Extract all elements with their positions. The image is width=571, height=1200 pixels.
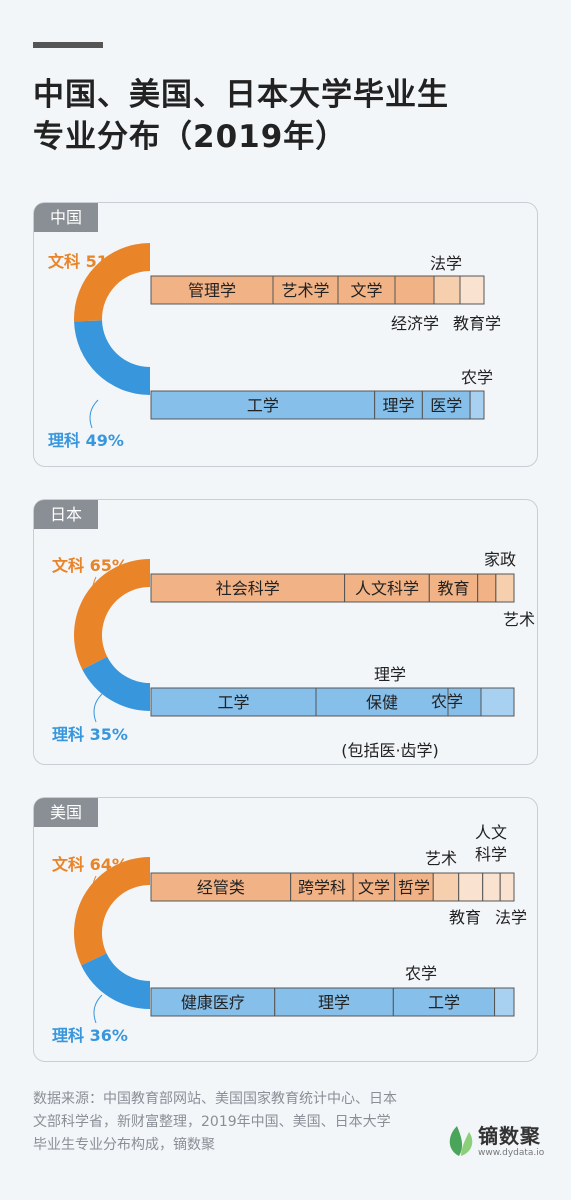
science-share-arc bbox=[81, 953, 150, 1009]
arts-bar-segment bbox=[432, 872, 460, 902]
arts-leader-line bbox=[92, 875, 101, 903]
arts-segment-label: 教育 bbox=[437, 579, 469, 598]
science-segment-label: 保健 bbox=[366, 693, 398, 712]
science-segment-label: 理学 bbox=[374, 665, 406, 684]
arts-segment-label: 法学 bbox=[430, 254, 462, 273]
arts-segment-label: 艺术 bbox=[425, 849, 457, 868]
science-segment-label: 农学 bbox=[461, 368, 493, 387]
arts-bar-segment bbox=[290, 872, 354, 902]
arts-segment-label: 教育 bbox=[449, 908, 481, 927]
science-bar-segment bbox=[494, 987, 515, 1017]
japan-panel: 日本 文科 65% 理科 35% 社会科学 人文科学 教育 家政艺术工学 保健 (包括医·齿学… bbox=[33, 499, 538, 765]
science-segment-label: 工学 bbox=[247, 396, 279, 415]
arts-segment-label: 法学 bbox=[495, 908, 527, 927]
arts-share-arc bbox=[73, 243, 150, 322]
country-tag: 日本 bbox=[34, 500, 99, 529]
arts-segment-label: 经管类 bbox=[197, 878, 245, 897]
science-bar-segment bbox=[315, 687, 449, 717]
arts-bar-segment bbox=[394, 275, 435, 305]
science-leader-line bbox=[89, 399, 99, 429]
arts-bar-segment bbox=[352, 872, 396, 902]
science-segment-label: 理学 bbox=[318, 993, 350, 1012]
arts-bar-segment bbox=[495, 573, 515, 603]
arts-bar-segment bbox=[499, 872, 515, 902]
title-line-1: 中国、美国、日本大学毕业生 bbox=[33, 77, 449, 113]
science-segment-sublabel: (包括医·齿学) bbox=[341, 741, 439, 760]
science-leader-line bbox=[93, 994, 103, 1024]
arts-segment-label: 人文科学 bbox=[355, 579, 419, 598]
arts-bar-segment bbox=[344, 573, 430, 603]
science-share-arc bbox=[82, 656, 150, 711]
science-bar-segment bbox=[421, 390, 471, 420]
arts-segment-label: 教育学 bbox=[453, 314, 501, 333]
science-bar-segment bbox=[447, 687, 482, 717]
science-leader-line bbox=[93, 693, 103, 723]
leaf-icon bbox=[449, 1126, 473, 1156]
arts-leader-line bbox=[88, 272, 97, 300]
arts-segment-label: 跨学科 bbox=[298, 878, 346, 897]
science-segment-label: 农学 bbox=[405, 964, 437, 983]
source-note: 数据来源：中国教育部网站、美国国家教育统计中心、日本文部科学省，新财富整理，20… bbox=[33, 1091, 397, 1153]
science-segment-label: 农学 bbox=[431, 692, 463, 711]
country-tag: 美国 bbox=[34, 798, 99, 827]
arts-bar-segment bbox=[459, 275, 485, 305]
science-bar-segment bbox=[374, 390, 423, 420]
arts-segment-label-cont: 科学 bbox=[475, 845, 507, 864]
arts-segment-label: 人文 bbox=[475, 823, 507, 842]
science-segment-label: 工学 bbox=[428, 993, 460, 1012]
arts-segment-label: 文学 bbox=[358, 878, 390, 897]
arts-bar-segment bbox=[458, 872, 484, 902]
science-segment-label: 医学 bbox=[430, 396, 462, 415]
arts-bar-segment bbox=[482, 872, 501, 902]
science-share-arc bbox=[74, 320, 150, 395]
arts-leader-line bbox=[92, 576, 101, 604]
arts-bar-segment bbox=[337, 275, 396, 305]
science-segment-label: 健康医疗 bbox=[181, 993, 245, 1012]
brand-logo: 镝数聚 www.dydata.io bbox=[445, 1120, 565, 1160]
arts-share-label: 文科 51% bbox=[48, 252, 124, 271]
science-bar-segment bbox=[480, 687, 515, 717]
science-share-label: 理科 36% bbox=[52, 1026, 128, 1045]
arts-segment-label: 经济学 bbox=[391, 314, 439, 333]
arts-bar-segment bbox=[433, 275, 461, 305]
page-title: 中国、美国、日本大学毕业生 专业分布（2019年） bbox=[33, 74, 543, 158]
arts-segment-label: 文学 bbox=[350, 281, 382, 300]
arts-segment-label: 艺术学 bbox=[281, 281, 329, 300]
logo-name: 镝数聚 bbox=[478, 1124, 541, 1148]
title-line-2: 专业分布（2019年） bbox=[33, 119, 348, 155]
china-panel: 中国 文科 51% 理科 49% 管理学 艺术学 文学 经济学 教育学 法学工学 理学 医学 农学 bbox=[33, 202, 538, 467]
arts-bar-segment bbox=[272, 275, 339, 305]
arts-segment-label: 社会科学 bbox=[216, 579, 280, 598]
science-share-label: 理科 49% bbox=[48, 431, 124, 450]
arts-segment-label: 家政 bbox=[484, 550, 516, 569]
logo-url: www.dydata.io bbox=[478, 1148, 545, 1158]
usa-panel: 美国 文科 64% 理科 36% 经管类 跨学科 文学 哲学 艺术教育 人文科学法学健康医疗 理… bbox=[33, 797, 538, 1062]
arts-share-label: 文科 65% bbox=[52, 556, 128, 575]
arts-segment-label: 艺术 bbox=[503, 610, 535, 629]
arts-segment-label: 哲学 bbox=[398, 878, 430, 897]
arts-bar-segment bbox=[150, 573, 346, 603]
arts-bar-segment bbox=[477, 573, 497, 603]
science-segment-label: 理学 bbox=[383, 396, 415, 415]
science-bar-segment bbox=[469, 390, 485, 420]
title-accent-bar bbox=[33, 42, 103, 48]
arts-share-arc bbox=[73, 559, 150, 670]
country-tag: 中国 bbox=[34, 203, 99, 232]
arts-share-label: 文科 64% bbox=[52, 855, 128, 874]
science-segment-label: 工学 bbox=[217, 693, 249, 712]
arts-segment-label: 管理学 bbox=[188, 281, 236, 300]
science-bar-segment bbox=[274, 987, 394, 1017]
science-share-label: 理科 35% bbox=[52, 725, 128, 744]
science-bar-segment bbox=[150, 687, 317, 717]
